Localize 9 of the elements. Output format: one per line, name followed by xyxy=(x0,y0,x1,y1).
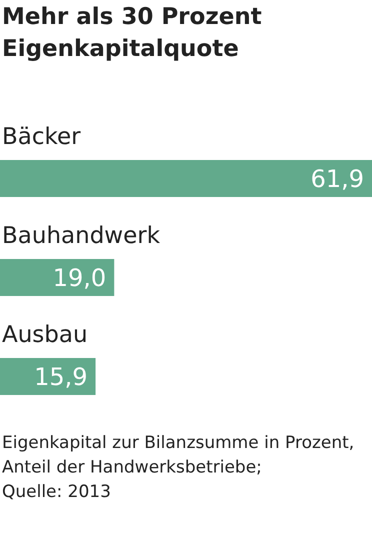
text: Eigenkapital zur Bilanzsumme in Prozent, Anteil der Handwerksbetriebe; xyxy=(2,433,354,478)
y-tick-label: Ausbau xyxy=(2,322,88,348)
chart-title: Mehr als 30 Prozent Eigenkapitalquote xyxy=(2,4,262,62)
y-tick-label: Bauhandwerk xyxy=(2,223,161,249)
y-tick-label: Bäcker xyxy=(2,124,82,150)
data-label: 19,0 xyxy=(52,264,106,292)
data-label: 61,9 xyxy=(310,165,364,193)
data-label: 15,9 xyxy=(34,363,88,391)
source-note: Quelle: 2013 xyxy=(2,482,111,502)
